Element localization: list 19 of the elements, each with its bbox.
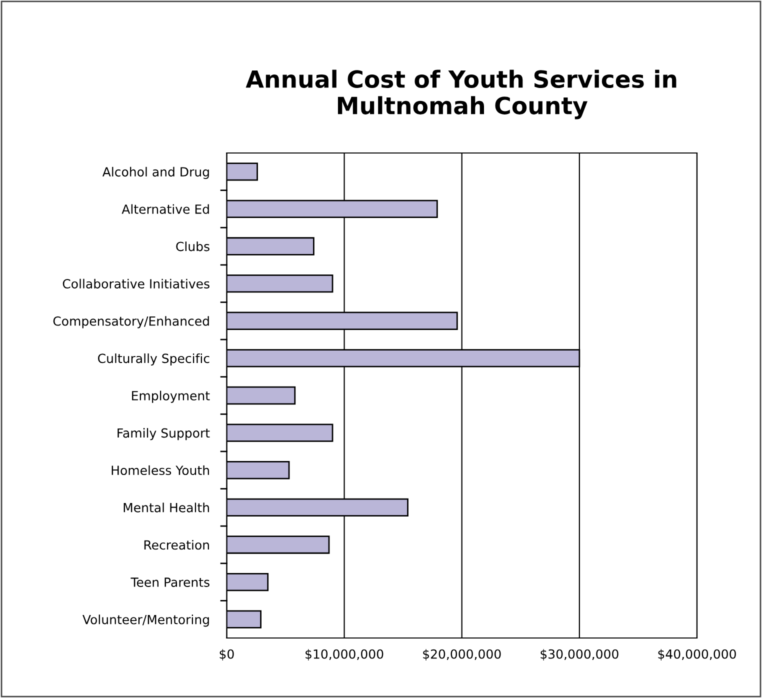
x-tick-label: $30,000,000 <box>540 649 618 660</box>
y-tick-label: Teen Parents <box>130 578 210 587</box>
y-tick-label: Mental Health <box>124 502 209 512</box>
y-tick-label: Collaborative Initiatives <box>62 278 210 289</box>
y-tick-label: Volunteer/Mentoring <box>82 614 209 627</box>
y-tick-label: Culturally Specific <box>98 353 210 366</box>
y-tick-label: Alternative Ed <box>122 204 209 214</box>
x-tick-label: $0 <box>220 649 234 660</box>
y-tick-label: Recreation <box>144 540 209 550</box>
y-tick-label: Family Support <box>118 428 210 440</box>
chart-title: Annual Cost of Youth Services in Multnomah County <box>246 70 676 120</box>
y-tick-label: Employment <box>132 390 210 403</box>
x-tick-label: $10,000,000 <box>306 649 384 660</box>
y-tick-label: Alcohol and Drug <box>102 166 209 179</box>
y-tick-label: Compensatory/Enhanced <box>53 316 209 328</box>
y-tick-label: Homeless Youth <box>112 465 209 476</box>
x-tick-label: $40,000,000 <box>658 649 736 660</box>
x-tick-label: $20,000,000 <box>423 649 501 660</box>
y-tick-label: Clubs <box>176 242 210 252</box>
